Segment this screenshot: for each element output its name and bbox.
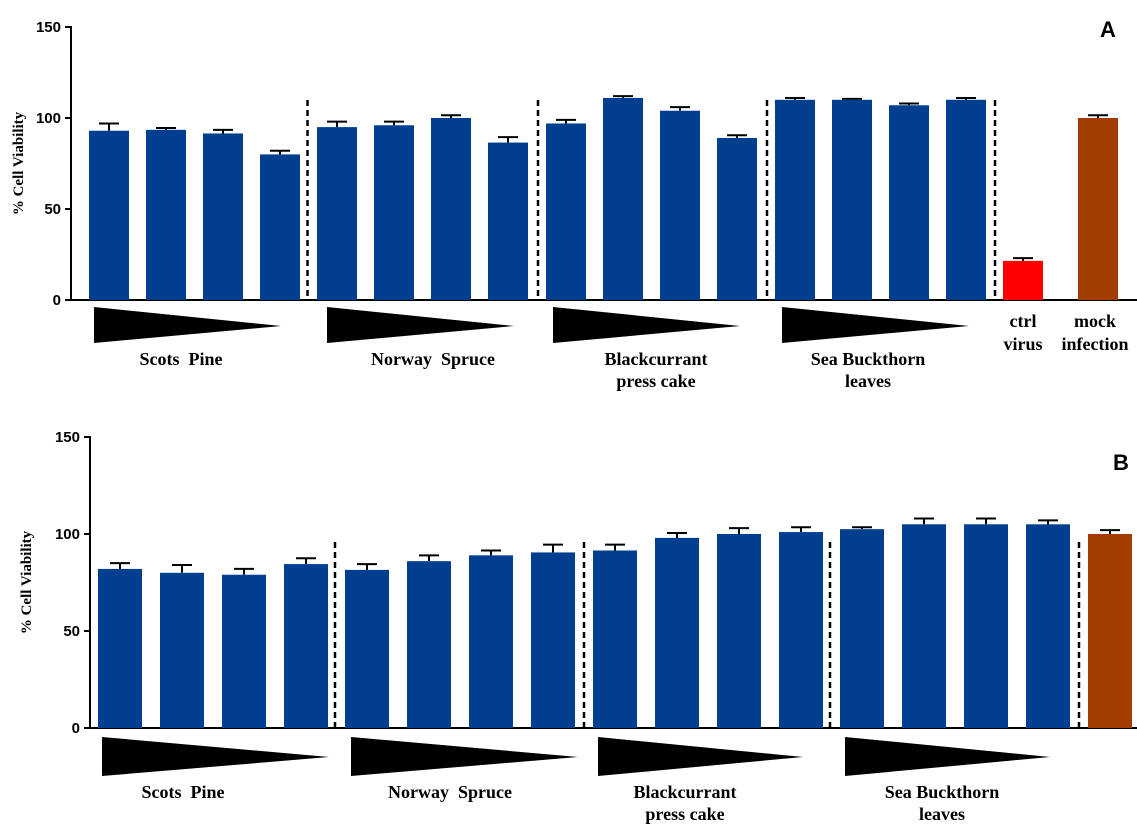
group-label-sea-buckthorn-leaves: leaves	[845, 371, 891, 391]
bar-mock-infection	[1088, 534, 1132, 728]
control-label-mock-infection: infection	[1062, 334, 1129, 354]
panel-b: 0 50 100 150 % Cell Viability B Scots Pine Norw…	[19, 429, 1137, 824]
bar-scots-pine-3	[203, 133, 243, 300]
y-tick-label: 150	[36, 19, 61, 36]
bar-mock-infection	[1078, 118, 1118, 300]
bar-sea-buckthorn-leaves-2	[832, 99, 872, 300]
group-label-blackcurrant-press-cake: press cake	[616, 371, 695, 391]
bar-sea-buckthorn-leaves-1	[775, 99, 815, 300]
y-tick-label: 0	[53, 292, 61, 309]
concentration-wedge	[782, 307, 969, 343]
bar-scots-pine-1	[89, 130, 129, 300]
bar-blackcurrant-press-cake-4	[779, 532, 823, 728]
bar-sea-buckthorn-leaves-3	[889, 105, 929, 300]
concentration-wedge	[94, 307, 281, 343]
group-label-blackcurrant-press-cake: press cake	[645, 804, 724, 824]
bar-blackcurrant-press-cake-1	[546, 123, 586, 301]
group-label-sea-buckthorn-leaves: Sea Buckthorn	[811, 349, 926, 369]
y-axis-title: % Cell Viability	[11, 111, 27, 215]
bar-norway-spruce-1	[345, 569, 389, 728]
y-tick-label: 50	[44, 201, 61, 218]
bar-norway-spruce-3	[431, 118, 471, 300]
bar-blackcurrant-press-cake-2	[603, 97, 643, 300]
group-label-sea-buckthorn-leaves: leaves	[919, 804, 965, 824]
bar-sea-buckthorn-leaves-1	[840, 529, 884, 728]
y-tick-label: 50	[63, 623, 80, 640]
bar-norway-spruce-3	[469, 555, 513, 728]
concentration-wedge	[327, 307, 514, 343]
bar-ctrl-virus	[1003, 260, 1043, 300]
control-label-ctrl-virus: ctrl	[1010, 311, 1037, 331]
group-label-norway-spruce: Norway Spruce	[371, 349, 495, 369]
bar-blackcurrant-press-cake-2	[655, 537, 699, 728]
group-label-norway-spruce: Norway Spruce	[388, 782, 512, 802]
concentration-wedge	[553, 307, 740, 343]
bar-norway-spruce-4	[488, 142, 528, 300]
bar-blackcurrant-press-cake-1	[593, 550, 637, 728]
bar-sea-buckthorn-leaves-4	[946, 99, 986, 300]
bar-scots-pine-3	[222, 574, 266, 728]
bar-scots-pine-2	[146, 129, 186, 300]
bar-blackcurrant-press-cake-3	[660, 110, 700, 300]
group-label-blackcurrant-press-cake: Blackcurrant	[634, 782, 737, 802]
group-label-scots-pine: Scots Pine	[140, 349, 223, 369]
y-tick-label: 100	[55, 526, 80, 543]
bar-sea-buckthorn-leaves-3	[964, 524, 1008, 728]
bar-scots-pine-2	[160, 572, 204, 728]
panel-label: A	[1100, 17, 1116, 42]
y-tick-label: 100	[36, 110, 61, 127]
bar-sea-buckthorn-leaves-2	[902, 524, 946, 728]
group-label-blackcurrant-press-cake: Blackcurrant	[605, 349, 708, 369]
bar-scots-pine-4	[284, 564, 328, 728]
concentration-wedge	[102, 737, 329, 776]
control-label-mock-infection: mock	[1074, 311, 1116, 331]
bar-blackcurrant-press-cake-3	[717, 534, 761, 728]
concentration-wedge	[598, 737, 803, 776]
bar-scots-pine-4	[260, 154, 300, 300]
panel-a: 0 50 100 150 % Cell Viability A Scots Pine Norw…	[11, 17, 1137, 391]
y-axis-title: % Cell Viability	[19, 530, 35, 634]
bar-scots-pine-1	[98, 568, 142, 728]
group-label-sea-buckthorn-leaves: Sea Buckthorn	[885, 782, 1000, 802]
bar-norway-spruce-2	[374, 125, 414, 300]
bar-blackcurrant-press-cake-4	[717, 138, 757, 300]
y-tick-label: 0	[72, 720, 80, 737]
panel-label: B	[1113, 450, 1129, 475]
bar-norway-spruce-2	[407, 561, 451, 728]
concentration-wedge	[351, 737, 578, 776]
bar-norway-spruce-1	[317, 127, 357, 300]
y-tick-label: 150	[55, 429, 80, 446]
bar-norway-spruce-4	[531, 552, 575, 728]
bar-sea-buckthorn-leaves-4	[1026, 524, 1070, 728]
group-label-scots-pine: Scots Pine	[142, 782, 225, 802]
control-label-ctrl-virus: virus	[1003, 334, 1042, 354]
concentration-wedge	[845, 737, 1050, 776]
